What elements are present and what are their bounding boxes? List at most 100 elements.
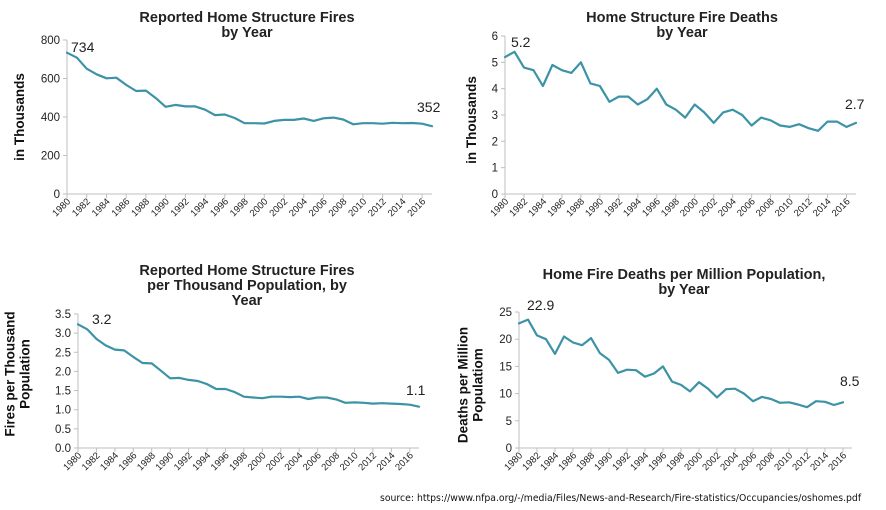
x-tick-label: 1988 bbox=[564, 196, 587, 219]
x-tick-label: 2004 bbox=[283, 450, 306, 473]
x-tick-label: 2002 bbox=[264, 450, 287, 473]
y-tick-label: 600 bbox=[41, 74, 60, 86]
y-tick-label: 10 bbox=[499, 389, 512, 401]
x-tick-label: 2016 bbox=[826, 450, 849, 473]
source-note: source: https://www.nfpa.org/-/media/Fil… bbox=[380, 493, 862, 504]
last-value-label: 352 bbox=[417, 99, 441, 115]
y-tick-label: 0 bbox=[54, 189, 60, 201]
y-tick-label: 15 bbox=[499, 361, 512, 373]
y-axis-label: Deaths per Million bbox=[456, 327, 471, 443]
first-value-label: 22.9 bbox=[527, 297, 554, 313]
first-value-label: 734 bbox=[71, 39, 95, 55]
last-value-label: 1.1 bbox=[406, 382, 426, 398]
x-tick-label: 1986 bbox=[110, 196, 133, 219]
y-tick-label: 3 bbox=[492, 110, 498, 122]
x-tick-label: 2010 bbox=[346, 196, 369, 219]
x-tick-label: 2014 bbox=[808, 450, 831, 473]
x-tick-label: 2008 bbox=[319, 450, 342, 473]
x-tick-label: 2000 bbox=[682, 450, 705, 473]
y-tick-label: 800 bbox=[41, 35, 60, 47]
y-tick-label: 1.5 bbox=[55, 386, 71, 398]
x-tick-label: 2006 bbox=[736, 450, 759, 473]
x-tick-label: 2006 bbox=[735, 196, 758, 219]
chart-title-line: Reported Home Structure Fires bbox=[139, 10, 354, 26]
x-tick-label: 2010 bbox=[772, 450, 795, 473]
y-tick-label: 2.0 bbox=[55, 366, 71, 378]
x-tick-label: 1984 bbox=[90, 196, 113, 219]
x-tick-label: 2014 bbox=[375, 450, 398, 473]
x-tick-label: 2000 bbox=[678, 196, 701, 219]
x-tick-label: 2016 bbox=[830, 196, 853, 219]
y-tick-label: 6 bbox=[492, 31, 498, 43]
series-line bbox=[76, 323, 421, 408]
y-tick-label: 0.5 bbox=[55, 424, 71, 436]
x-tick-label: 1986 bbox=[117, 450, 140, 473]
x-tick-label: 1982 bbox=[520, 450, 543, 473]
chart-title-line: by Year bbox=[656, 25, 708, 41]
chart-title-line: per Thousand Population, by bbox=[147, 278, 347, 294]
x-tick-label: 2008 bbox=[754, 450, 777, 473]
first-value-label: 5.2 bbox=[511, 34, 531, 50]
x-tick-label: 1998 bbox=[659, 196, 682, 219]
x-tick-label: 1986 bbox=[556, 450, 579, 473]
x-tick-label: 1984 bbox=[526, 196, 549, 219]
x-tick-label: 1984 bbox=[98, 450, 121, 473]
x-tick-label: 2016 bbox=[406, 196, 429, 219]
x-tick-label: 2002 bbox=[267, 196, 290, 219]
series-line bbox=[65, 51, 434, 128]
x-tick-label: 2004 bbox=[718, 450, 741, 473]
chart-title-line: by Year bbox=[658, 282, 710, 298]
x-tick-label: 2002 bbox=[700, 450, 723, 473]
chart-title-line: Year bbox=[232, 293, 263, 309]
x-tick-label: 2000 bbox=[246, 450, 269, 473]
x-tick-label: 2014 bbox=[386, 196, 409, 219]
x-tick-label: 1992 bbox=[169, 196, 192, 219]
x-tick-label: 1994 bbox=[190, 450, 213, 473]
x-tick-label: 2012 bbox=[792, 196, 815, 219]
x-tick-label: 1988 bbox=[574, 450, 597, 473]
last-value-label: 8.5 bbox=[840, 373, 860, 389]
chart-title-line: by Year bbox=[221, 25, 273, 41]
y-tick-label: 0 bbox=[492, 189, 498, 201]
x-tick-label: 2012 bbox=[356, 450, 379, 473]
x-tick-label: 1992 bbox=[602, 196, 625, 219]
x-tick-label: 1994 bbox=[628, 450, 651, 473]
y-tick-label: 1 bbox=[492, 163, 498, 175]
x-tick-label: 2012 bbox=[366, 196, 389, 219]
x-tick-label: 1996 bbox=[646, 450, 669, 473]
y-tick-label: 20 bbox=[499, 334, 512, 346]
y-tick-label: 0 bbox=[506, 443, 512, 455]
x-tick-label: 2012 bbox=[790, 450, 813, 473]
x-tick-label: 2000 bbox=[248, 196, 271, 219]
x-tick-label: 2008 bbox=[754, 196, 777, 219]
x-tick-label: 1990 bbox=[149, 196, 172, 219]
chart-title-line: Reported Home Structure Fires bbox=[139, 263, 354, 279]
y-axis-label: in Thousands bbox=[12, 73, 27, 161]
chart-deaths-per-million: Home Fire Deaths per Million Population,… bbox=[456, 267, 860, 473]
y-tick-label: 3.0 bbox=[55, 328, 71, 340]
y-tick-label: 200 bbox=[41, 151, 60, 163]
first-value-label: 3.2 bbox=[92, 311, 112, 327]
x-tick-label: 1992 bbox=[172, 450, 195, 473]
y-axis-label: Populatiom bbox=[471, 348, 486, 422]
x-tick-label: 1990 bbox=[583, 196, 606, 219]
x-tick-label: 1982 bbox=[507, 196, 530, 219]
y-tick-label: 4 bbox=[492, 84, 499, 96]
x-tick-label: 1988 bbox=[129, 196, 152, 219]
x-tick-label: 2004 bbox=[716, 196, 739, 219]
last-value-label: 2.7 bbox=[845, 96, 865, 112]
y-tick-label: 2 bbox=[492, 136, 498, 148]
y-tick-label: 25 bbox=[499, 307, 512, 319]
x-tick-label: 1994 bbox=[621, 196, 644, 219]
chart-title-line: Home Fire Deaths per Million Population, bbox=[543, 267, 826, 283]
x-tick-label: 1996 bbox=[640, 196, 663, 219]
x-tick-label: 1998 bbox=[664, 450, 687, 473]
series-line bbox=[503, 50, 858, 132]
x-tick-label: 1998 bbox=[228, 196, 251, 219]
y-tick-label: 5 bbox=[506, 416, 512, 428]
x-tick-label: 2014 bbox=[811, 196, 834, 219]
